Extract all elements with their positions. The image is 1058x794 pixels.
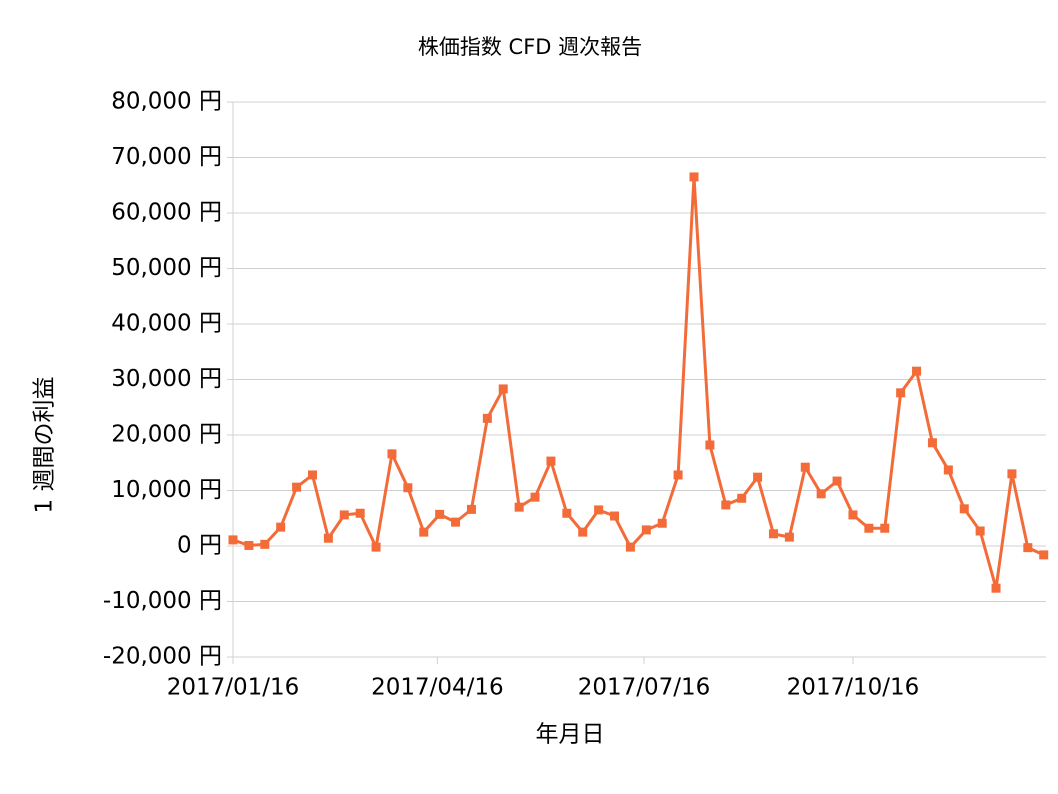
data-point: [641, 525, 651, 535]
data-point: [896, 388, 906, 398]
data-line: [232, 176, 1045, 589]
data-point: [403, 483, 413, 493]
data-point: [673, 470, 683, 480]
y-axis-title: 1 週間の利益: [32, 377, 58, 514]
data-point: [562, 508, 572, 518]
data-point: [323, 533, 333, 543]
chart-title: 株価指数 CFD 週次報告: [418, 35, 642, 59]
data-point: [371, 542, 381, 552]
data-point: [991, 583, 1001, 593]
x-tick-label: 2017/07/16: [578, 675, 711, 701]
data-point: [943, 465, 953, 475]
y-tick-label: 80,000 円: [111, 89, 222, 115]
data-point: [1039, 550, 1049, 560]
y-tick-label: 10,000 円: [111, 477, 222, 503]
y-tick-label: -20,000 円: [103, 644, 222, 670]
data-point: [594, 505, 604, 515]
y-tick-label: 40,000 円: [111, 311, 222, 337]
data-point: [927, 438, 937, 448]
x-tick-label: 2017/04/16: [371, 675, 504, 701]
data-point: [451, 517, 461, 527]
data-point: [466, 504, 476, 514]
data-point: [768, 529, 778, 539]
data-point: [514, 502, 524, 512]
data-point: [689, 172, 699, 182]
data-point: [975, 526, 985, 536]
x-tick-label: 2017/01/16: [167, 675, 300, 701]
data-point: [228, 535, 238, 545]
data-point: [959, 504, 969, 514]
y-tick-label: -10,000 円: [103, 588, 222, 614]
data-point: [880, 523, 890, 533]
data-point: [737, 493, 747, 503]
data-point: [864, 523, 874, 533]
data-point: [387, 449, 397, 459]
data-point: [705, 440, 715, 450]
data-point: [244, 540, 254, 550]
data-point: [498, 384, 508, 394]
data-point: [260, 539, 270, 549]
data-point: [832, 476, 842, 486]
data-point: [546, 456, 556, 466]
data-point: [657, 518, 667, 528]
data-point: [625, 542, 635, 552]
y-tick-label: 50,000 円: [111, 255, 222, 281]
y-tick-label: 20,000 円: [111, 422, 222, 448]
data-point: [578, 527, 588, 537]
y-tick-label: 30,000 円: [111, 366, 222, 392]
data-point: [419, 527, 429, 537]
data-point: [816, 489, 826, 499]
y-tick-label: 0 円: [177, 533, 222, 559]
data-point: [276, 522, 286, 532]
data-point: [721, 500, 731, 510]
y-tick-label: 70,000 円: [111, 144, 222, 170]
data-point: [610, 511, 620, 521]
data-point: [784, 532, 794, 542]
data-point: [482, 413, 492, 423]
data-point: [753, 472, 763, 482]
data-point: [292, 482, 302, 492]
data-point: [848, 510, 858, 520]
data-point: [307, 470, 317, 480]
data-point: [339, 510, 349, 520]
data-point: [1007, 469, 1017, 479]
data-point: [800, 462, 810, 472]
y-tick-label: 60,000 円: [111, 200, 222, 226]
data-point: [912, 366, 922, 376]
data-point: [1023, 543, 1033, 553]
data-point: [435, 509, 445, 519]
data-point: [530, 492, 540, 502]
x-tick-label: 2017/10/16: [787, 675, 920, 701]
data-point: [355, 508, 365, 518]
x-axis-title: 年月日: [536, 722, 605, 748]
